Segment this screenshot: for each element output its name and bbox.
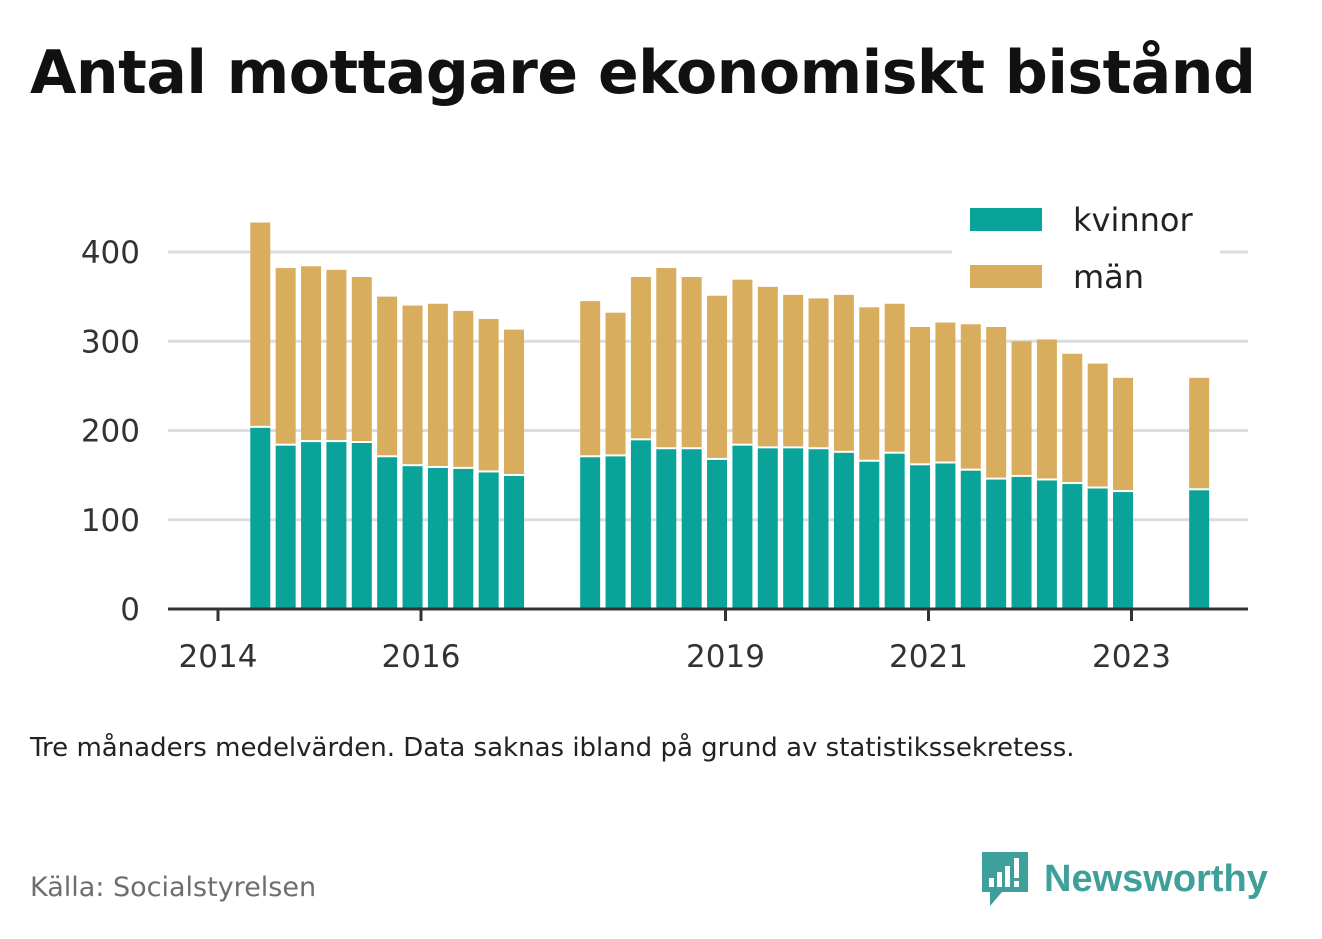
bar-man bbox=[275, 268, 296, 444]
y-tick-label: 200 bbox=[81, 414, 140, 450]
bar-kvinnor bbox=[478, 472, 499, 609]
legend: kvinnor män bbox=[952, 190, 1220, 310]
bar-man bbox=[707, 295, 728, 458]
bar-kvinnor bbox=[833, 452, 854, 609]
bar-man bbox=[351, 276, 372, 441]
bar-kvinnor bbox=[656, 449, 677, 609]
bar-kvinnor bbox=[884, 453, 905, 609]
bar-man bbox=[757, 286, 778, 447]
legend-swatch bbox=[970, 265, 1042, 288]
y-tick-label: 100 bbox=[81, 503, 140, 539]
bar-kvinnor bbox=[1062, 484, 1083, 609]
bar-kvinnor bbox=[757, 448, 778, 609]
bar-man bbox=[504, 329, 525, 475]
y-tick-label: 400 bbox=[81, 235, 140, 271]
bar-man bbox=[656, 268, 677, 448]
bar-kvinnor bbox=[935, 463, 956, 609]
bar-man bbox=[1189, 377, 1210, 489]
legend-swatch bbox=[970, 208, 1042, 231]
bar-man bbox=[402, 305, 423, 465]
bar-man bbox=[605, 312, 626, 455]
bar-man bbox=[732, 279, 753, 444]
bar-man bbox=[960, 324, 981, 469]
bar-man bbox=[301, 266, 322, 441]
bar-kvinnor bbox=[402, 466, 423, 609]
chart-note: Tre månaders medelvärden. Data saknas ib… bbox=[30, 733, 1075, 763]
y-axis-tick-labels: 0 100 200 300 400 bbox=[81, 235, 140, 628]
bar-man bbox=[910, 326, 931, 464]
bar-kvinnor bbox=[250, 427, 271, 609]
bar-man bbox=[884, 303, 905, 452]
bar-kvinnor bbox=[580, 457, 601, 609]
bar-kvinnor bbox=[1113, 492, 1134, 609]
x-tick-label: 2016 bbox=[382, 639, 461, 675]
bar-kvinnor bbox=[732, 445, 753, 609]
bar-man bbox=[453, 310, 474, 467]
bar-man bbox=[630, 276, 651, 439]
bar-kvinnor bbox=[351, 442, 372, 609]
bar-man bbox=[427, 303, 448, 466]
source-label: Källa: Socialstyrelsen bbox=[30, 872, 317, 903]
brand-name: Newsworthy bbox=[1044, 857, 1268, 900]
y-tick-label: 300 bbox=[81, 324, 140, 360]
bar-kvinnor bbox=[808, 449, 829, 609]
bar-man bbox=[1011, 341, 1032, 475]
x-axis: 2014 2016 2019 2021 2023 bbox=[168, 607, 1248, 675]
bar-kvinnor bbox=[783, 448, 804, 609]
bar-kvinnor bbox=[1087, 488, 1108, 609]
bar-man bbox=[681, 276, 702, 448]
bar-man bbox=[250, 222, 271, 426]
x-tick-label: 2023 bbox=[1092, 639, 1171, 675]
bar-kvinnor bbox=[377, 457, 398, 609]
bar-man bbox=[1113, 377, 1134, 491]
bar-man bbox=[808, 298, 829, 448]
bar-man bbox=[833, 294, 854, 451]
bar-man bbox=[377, 296, 398, 456]
bar-kvinnor bbox=[681, 449, 702, 609]
bar-kvinnor bbox=[707, 459, 728, 609]
bar-man bbox=[783, 294, 804, 447]
newsworthy-logo-icon bbox=[982, 852, 1028, 906]
bar-kvinnor bbox=[910, 465, 931, 609]
bar-man bbox=[580, 301, 601, 456]
bar-kvinnor bbox=[986, 479, 1007, 609]
bar-kvinnor bbox=[504, 476, 525, 609]
bar-kvinnor bbox=[453, 468, 474, 609]
bar-man bbox=[1036, 339, 1057, 479]
bar-man bbox=[935, 322, 956, 462]
bar-man bbox=[859, 307, 880, 460]
bar-man bbox=[1087, 363, 1108, 487]
y-tick-label: 0 bbox=[120, 592, 140, 628]
bars bbox=[250, 222, 1210, 609]
bar-man bbox=[986, 326, 1007, 478]
brand-logo: Newsworthy bbox=[980, 848, 1268, 910]
x-tick-label: 2019 bbox=[686, 639, 765, 675]
bar-kvinnor bbox=[427, 467, 448, 609]
x-tick-label: 2021 bbox=[889, 639, 968, 675]
bar-kvinnor bbox=[326, 442, 347, 609]
legend-label: män bbox=[1073, 258, 1144, 296]
bar-kvinnor bbox=[605, 456, 626, 609]
stacked-bar-chart: 0 100 200 300 400 2014 2016 2019 2021 2023 kvinn… bbox=[80, 190, 1248, 675]
bar-kvinnor bbox=[960, 470, 981, 609]
bar-kvinnor bbox=[859, 461, 880, 609]
x-tick-label: 2014 bbox=[179, 639, 258, 675]
bar-kvinnor bbox=[1011, 476, 1032, 609]
chart-title: Antal mottagare ekonomiskt bistånd bbox=[30, 38, 1256, 108]
bar-kvinnor bbox=[630, 440, 651, 609]
bar-man bbox=[478, 318, 499, 471]
bar-man bbox=[1062, 353, 1083, 483]
bar-kvinnor bbox=[1189, 490, 1210, 609]
legend-label: kvinnor bbox=[1073, 201, 1194, 239]
bar-kvinnor bbox=[1036, 480, 1057, 609]
bar-man bbox=[326, 269, 347, 441]
bar-kvinnor bbox=[275, 445, 296, 609]
bar-kvinnor bbox=[301, 442, 322, 609]
